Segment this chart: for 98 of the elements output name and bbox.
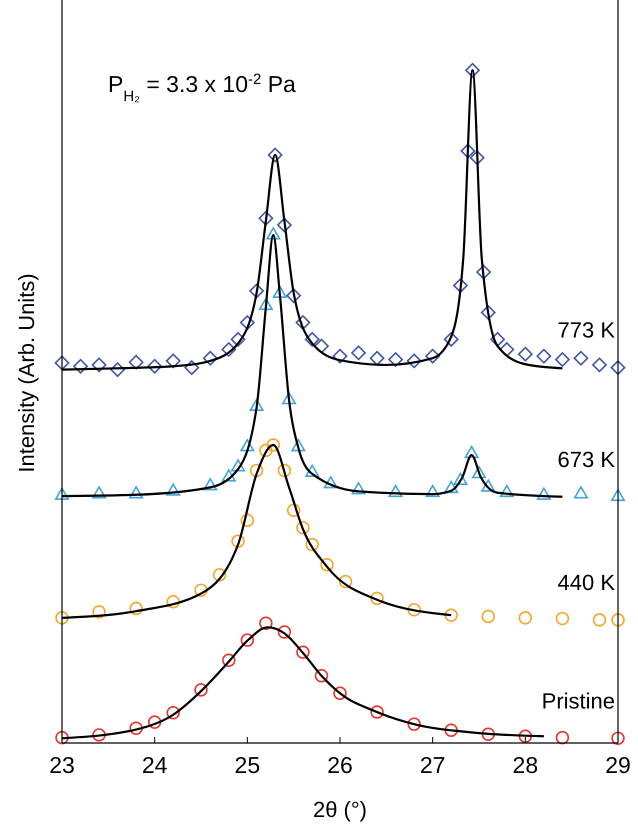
point: [453, 278, 468, 293]
point: [556, 730, 570, 744]
point: [333, 686, 347, 700]
point: [231, 534, 245, 548]
point: [286, 288, 302, 304]
series-label: Pristine: [542, 688, 615, 714]
point: [296, 315, 310, 330]
point: [611, 732, 625, 745]
point: [304, 332, 320, 347]
point: [92, 358, 106, 372]
point: [490, 332, 505, 347]
point: [166, 595, 180, 608]
point: [338, 574, 352, 588]
point: [166, 354, 181, 368]
point: [444, 608, 458, 622]
point: [470, 150, 485, 166]
point: [314, 669, 328, 682]
point: [129, 721, 143, 735]
point: [266, 438, 280, 452]
point: [425, 348, 440, 364]
x-tick-label: 24: [142, 752, 168, 778]
point: [574, 350, 588, 366]
point: [444, 332, 459, 347]
point: [278, 625, 292, 639]
series-label: 673 K: [558, 446, 616, 472]
point: [351, 345, 366, 360]
point: [73, 358, 88, 374]
point: [296, 521, 310, 534]
x-tick-label: 26: [327, 752, 353, 778]
point: [332, 348, 348, 364]
point: [212, 568, 226, 582]
point: [518, 730, 532, 743]
point: [249, 284, 264, 298]
x-tick-label: 25: [234, 752, 260, 778]
point: [278, 464, 292, 478]
point: [54, 356, 70, 370]
point: [407, 717, 421, 731]
point: [370, 592, 384, 606]
point: [110, 362, 125, 378]
point: [55, 730, 69, 744]
point: [482, 610, 495, 624]
series-label: 440 K: [558, 570, 616, 595]
point: [286, 504, 300, 517]
y-axis-title: Intensity (Arb. Units): [14, 273, 39, 473]
point: [407, 603, 421, 617]
point: [202, 350, 218, 366]
point: [476, 264, 491, 280]
point: [305, 538, 319, 552]
point: [480, 305, 496, 320]
point: [221, 342, 236, 357]
point: [258, 210, 274, 226]
x-tick-label: 27: [420, 752, 446, 778]
x-tick-label: 29: [605, 752, 631, 778]
point: [518, 611, 532, 625]
point: [92, 728, 106, 742]
point: [222, 654, 236, 667]
point: [92, 605, 106, 619]
point: [370, 705, 384, 719]
point: [555, 352, 570, 367]
point: [444, 724, 458, 737]
point: [592, 358, 607, 372]
x-tick-label: 28: [512, 752, 538, 778]
point: [184, 360, 200, 375]
point: [240, 514, 254, 528]
point: [611, 613, 625, 627]
series-label: 773 K: [558, 318, 616, 343]
point: [250, 464, 264, 478]
point: [482, 728, 495, 741]
point: [518, 346, 533, 362]
point: [166, 706, 180, 720]
annotation: P$_{H₂}$ = 3.3 x 10$^{-2}$ Pa: [108, 70, 296, 104]
point: [406, 354, 422, 368]
point: [610, 360, 626, 375]
point: [148, 715, 162, 729]
point: [370, 350, 384, 366]
point: [128, 354, 144, 370]
point: [259, 444, 273, 458]
point: [296, 645, 310, 659]
point: [536, 348, 552, 364]
point: [556, 612, 570, 626]
point: [277, 218, 292, 232]
point: [592, 613, 606, 627]
point: [129, 602, 143, 616]
x-axis-title: 2θ (°): [312, 797, 368, 822]
point: [268, 148, 282, 162]
point: [259, 616, 273, 630]
x-tick-label: 23: [49, 752, 75, 778]
point: [55, 611, 69, 625]
point: [194, 584, 208, 597]
point: [194, 683, 208, 697]
point: [240, 633, 254, 647]
point: [147, 358, 162, 374]
point: [388, 352, 403, 367]
point: [230, 332, 246, 347]
point: [240, 315, 255, 330]
point: [465, 62, 480, 78]
point: [320, 558, 334, 572]
point: [460, 144, 476, 158]
